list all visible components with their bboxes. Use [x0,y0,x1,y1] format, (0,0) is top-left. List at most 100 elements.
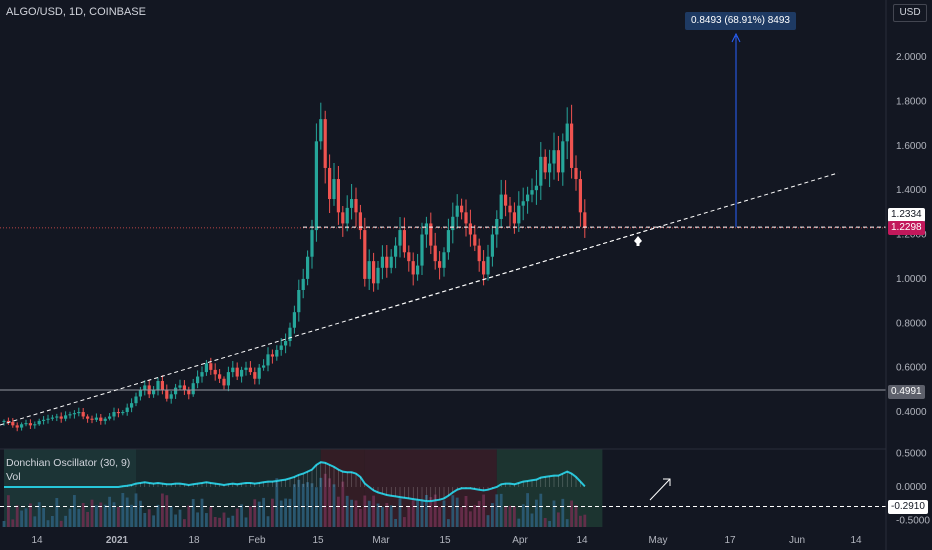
price-axis[interactable]: 0.4000 0.6000 0.8000 1.0000 1.2000 1.4000 1.60… [885,0,930,550]
candle-body [451,216,455,231]
candle-body [42,419,46,421]
candle-body [191,383,195,395]
candle-body [490,234,494,257]
time-tick-label: 14 [576,535,588,546]
time-tick-label: Jun [789,535,805,546]
candle-body [121,412,125,414]
candle-body [548,163,552,173]
candle-body [77,412,81,414]
candle-body [81,412,85,417]
volume-bar [491,503,494,527]
volume-bar [451,495,455,527]
candle-body [429,223,433,246]
price-tick-label: 1.2000 [896,230,927,241]
volume-bar [504,506,507,527]
candle-body [438,261,442,268]
volume-bar [200,498,204,527]
volume-bar [257,501,261,527]
volume-bar [77,508,81,527]
volume-bar [469,511,472,527]
volume-bar [81,502,85,527]
up-arrow-icon [634,236,642,246]
candle-body [402,230,406,253]
candle-body [103,418,107,421]
volume-bar [411,500,415,527]
candle-body [182,385,186,390]
candle-body [517,205,521,224]
candle-body [240,369,244,377]
volume-bar [227,517,230,527]
candle-body [310,230,314,257]
candle-body [213,369,217,375]
candle-body [169,394,173,399]
volume-bar [425,495,428,527]
price-tick-label: 0.8000 [896,318,927,329]
volume-bar [213,517,217,527]
volume-bar [95,505,98,527]
candle-body [218,374,222,379]
volume-bar [7,495,10,527]
candle-body [99,417,103,421]
volume-bar [407,506,411,527]
volume-bar [249,506,252,527]
measure-label: 0.8493 (68.91%) 8493 [685,12,796,30]
candle-body [543,156,547,173]
volume-bar [99,502,103,527]
volume-bar [231,515,235,527]
candle-body [433,245,437,262]
volume-bar [328,478,331,527]
candle-body [539,156,543,186]
volume-title[interactable]: Vol [6,471,21,483]
time-tick-label: Apr [512,535,528,546]
volume-bar [266,516,270,527]
time-axis[interactable]: 14 2021 18 Feb 15 Mar 15 Apr 14 May 17 Jun 14 [31,535,862,546]
volume-bar [20,510,23,527]
volume-bar [59,520,63,527]
candle-body [460,205,464,213]
candle-body [174,387,178,395]
volume-bar [376,503,380,527]
candle-body [565,123,569,142]
volume-bar [37,502,41,527]
candle-body [526,194,530,202]
candle-body [266,354,270,366]
candle-body [6,420,10,423]
candle-body [248,367,252,373]
volume-bar [332,484,336,527]
candle-body [130,403,134,408]
candle-body [482,261,486,275]
candle-body [112,412,116,417]
candle-body [504,194,508,206]
volume-bar [337,496,340,527]
volume-bar [583,514,587,527]
currency-button[interactable]: USD [893,4,927,22]
oscillator-band [496,449,603,527]
candle-body [512,212,516,224]
candle-body [358,212,362,231]
candle-body [108,416,112,419]
volume-bar [297,479,301,527]
volume-bar [464,495,468,527]
volume-bar [367,500,371,527]
candle-body [332,179,336,200]
volume-bar [301,483,305,527]
volume-bar [125,497,129,527]
volume-bar [315,487,318,527]
candle-body [367,261,371,279]
candle-body [420,234,424,266]
volume-bar [205,513,208,527]
candlesticks [2,102,587,432]
volume-bar [161,493,164,527]
volume-bar [130,504,133,527]
indicator-title[interactable]: Donchian Oscillator (30, 9) [6,457,131,469]
volume-bar [11,519,15,527]
volume-bar [284,498,287,527]
candle-body [68,414,72,416]
volume-bar [579,515,582,527]
horizontal-line-price-tag: 1.2334 [888,208,925,222]
candle-body [209,363,213,370]
volume-bar [209,506,213,527]
candle-body [376,267,380,284]
volume-bar [486,515,490,527]
